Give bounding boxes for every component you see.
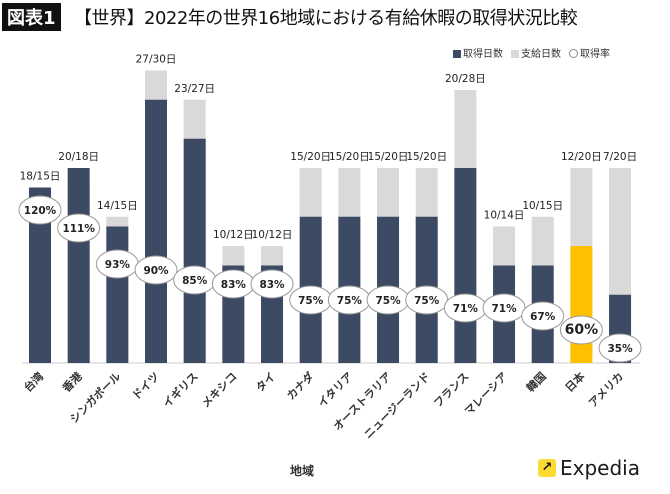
- rate-marker: [250, 269, 294, 299]
- rate-marker: [57, 213, 101, 243]
- rate-label: 75%: [298, 295, 324, 307]
- rate-label: 71%: [453, 303, 479, 315]
- rate-marker: [134, 255, 178, 285]
- bar-label: 10/14日: [484, 210, 525, 222]
- bar-label: 15/20日: [368, 151, 409, 163]
- rate-label: 75%: [414, 295, 440, 307]
- rate-label: 60%: [565, 322, 599, 338]
- expedia-logo: ↗ Expedia: [538, 456, 640, 480]
- bar-taken: [106, 226, 129, 363]
- bar-taken: [570, 246, 593, 363]
- bar-taken: [29, 187, 51, 363]
- bar-label: 12/20日: [561, 151, 602, 163]
- rate-marker: [559, 315, 603, 345]
- bar-taken: [67, 168, 90, 363]
- rate-label: 75%: [375, 295, 401, 307]
- bar-taken: [183, 138, 206, 363]
- bar-label: 10/12日: [213, 229, 254, 241]
- figure-badge: 図表1: [2, 3, 61, 31]
- x-tick-label: イタリア: [315, 370, 355, 410]
- x-tick-label: 香港: [59, 369, 86, 396]
- legend-rate: 取得率: [569, 45, 610, 60]
- legend-taken: 取得日数: [453, 45, 503, 60]
- rate-label: 83%: [221, 279, 247, 291]
- bar-label: 23/27日: [174, 83, 215, 95]
- bar-label: 15/20日: [329, 151, 370, 163]
- bar-label: 15/20日: [406, 151, 447, 163]
- bar-label: 10/12日: [252, 229, 293, 241]
- rate-label: 90%: [143, 265, 169, 277]
- bar-label: 20/18日: [58, 151, 99, 163]
- rate-label: 35%: [607, 343, 633, 355]
- bar-label: 20/28日: [445, 73, 486, 85]
- chart-title: 【世界】2022年の世界16地域における有給休暇の取得状況比較: [74, 8, 578, 29]
- x-tick-label: カナダ: [284, 369, 317, 402]
- bar-label: 27/30日: [136, 54, 177, 66]
- bar-label: 10/15日: [522, 200, 563, 212]
- rate-label: 85%: [182, 275, 208, 287]
- bar-label: 7/20日: [603, 151, 637, 163]
- bar-label: 14/15日: [97, 200, 138, 212]
- rate-label: 67%: [530, 311, 556, 323]
- rate-label: 111%: [62, 223, 95, 235]
- x-tick-label: ドイツ: [130, 370, 163, 403]
- rate-label: 75%: [337, 295, 363, 307]
- x-tick-label: タイ: [253, 370, 278, 395]
- rate-marker: [598, 333, 642, 363]
- legend-granted: 支給日数: [511, 45, 561, 60]
- x-tick-label: 台湾: [21, 369, 46, 394]
- x-tick-label: アメリカ: [586, 370, 626, 410]
- arrow-icon: ↗: [538, 459, 556, 477]
- rate-marker: [521, 301, 565, 331]
- legend: 取得日数 支給日数 取得率: [453, 45, 610, 60]
- bar-label: 15/20日: [290, 151, 331, 163]
- rate-label: 93%: [105, 259, 131, 271]
- bar-taken: [454, 168, 477, 363]
- x-tick-label: ニュージーランド: [362, 370, 433, 441]
- x-tick-label: 韓国: [523, 369, 548, 394]
- rate-label: 71%: [491, 303, 517, 315]
- x-axis-label: 地域: [290, 464, 315, 478]
- x-tick-label: イギリス: [160, 369, 201, 410]
- x-tick-label: 日本: [562, 369, 587, 394]
- rate-label: 120%: [24, 205, 57, 217]
- bar-label: 18/15日: [20, 171, 61, 183]
- rate-marker: [18, 195, 62, 225]
- rate-label: 83%: [259, 279, 285, 291]
- bar-taken: [145, 99, 168, 363]
- x-tick-label: メキシコ: [199, 370, 239, 410]
